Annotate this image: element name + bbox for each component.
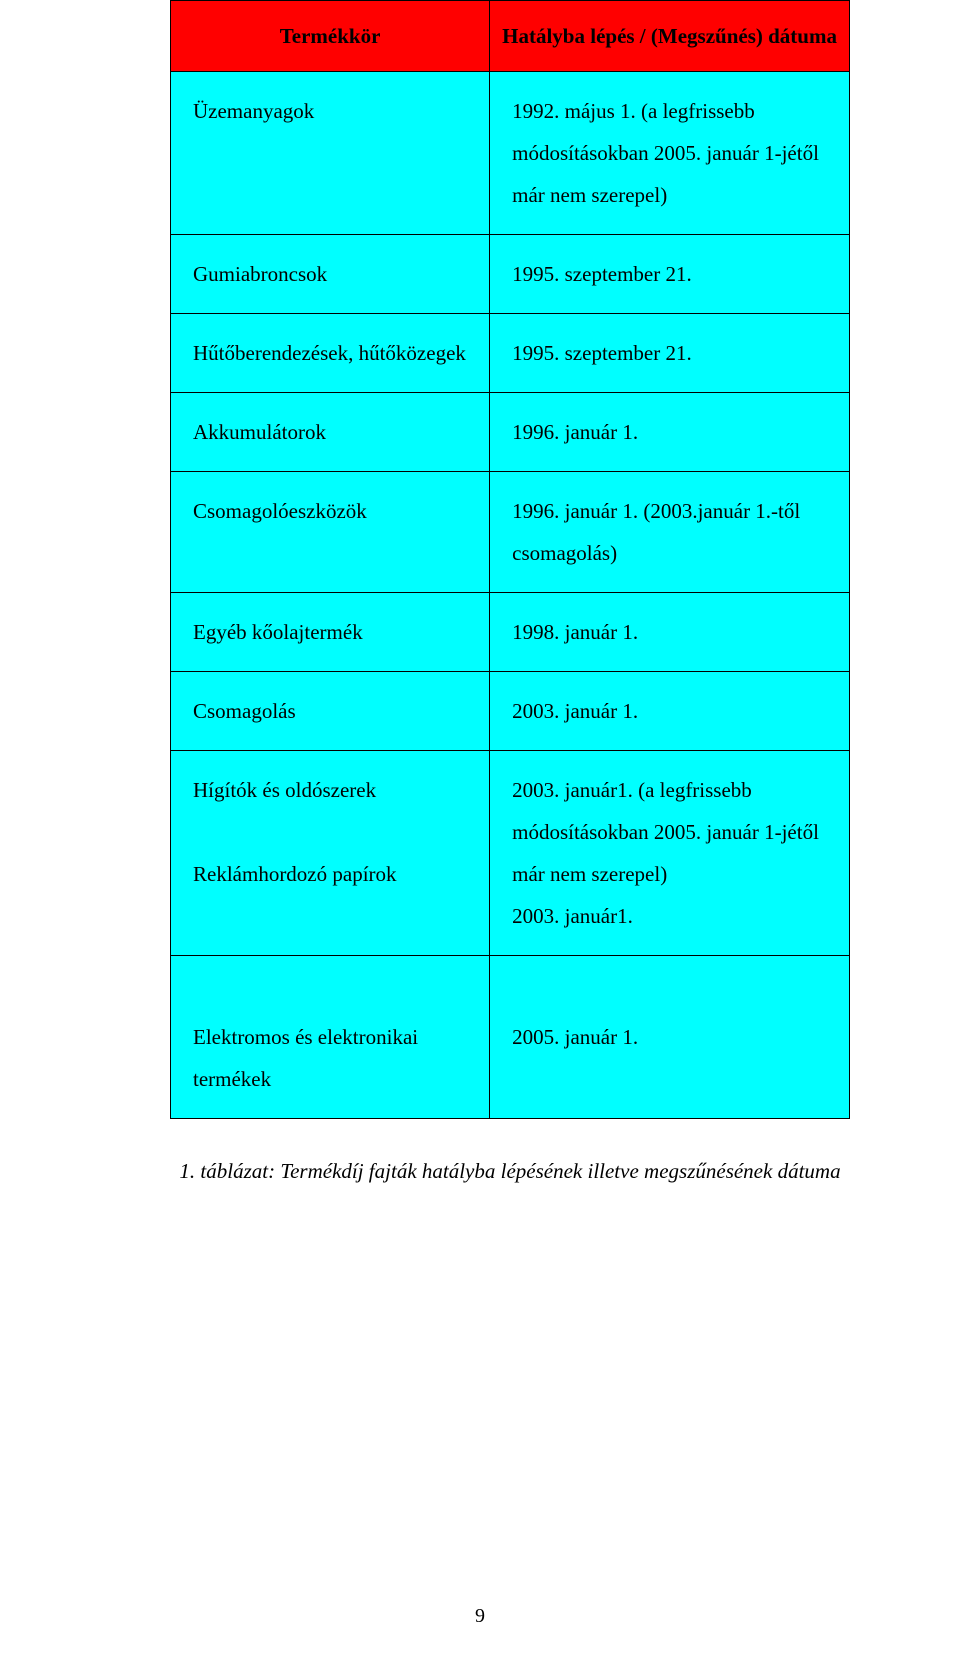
cell-left: Csomagolóeszközök xyxy=(171,472,490,593)
cell-right: 2005. január 1. xyxy=(490,956,850,1119)
table-row: Elektromos és elektronikai termékek 2005… xyxy=(171,956,850,1119)
cell-right: 1995. szeptember 21. xyxy=(490,314,850,393)
document-page: Termékkör Hatályba lépés / (Megszűnés) d… xyxy=(0,0,960,1678)
cell-left: Üzemanyagok xyxy=(171,72,490,235)
page-number: 9 xyxy=(0,1605,960,1628)
cell-right: 1998. január 1. xyxy=(490,593,850,672)
cell-right: 1996. január 1. xyxy=(490,393,850,472)
table-header-row: Termékkör Hatályba lépés / (Megszűnés) d… xyxy=(171,1,850,72)
cell-right: 2003. január1. (a legfrissebb módosításo… xyxy=(490,751,850,956)
table-caption: 1. táblázat: Termékdíj fajták hatályba l… xyxy=(170,1159,850,1184)
cell-left: Hígítók és oldószerek Reklámhordozó papí… xyxy=(171,751,490,956)
cell-right: 1995. szeptember 21. xyxy=(490,235,850,314)
table-row: Gumiabroncsok 1995. szeptember 21. xyxy=(171,235,850,314)
table-row: Csomagolóeszközök 1996. január 1. (2003.… xyxy=(171,472,850,593)
cell-left: Akkumulátorok xyxy=(171,393,490,472)
product-fee-table: Termékkör Hatályba lépés / (Megszűnés) d… xyxy=(170,0,850,1119)
cell-left: Gumiabroncsok xyxy=(171,235,490,314)
cell-right: 1992. május 1. (a legfrissebb módosításo… xyxy=(490,72,850,235)
table-row: Hígítók és oldószerek Reklámhordozó papí… xyxy=(171,751,850,956)
header-left: Termékkör xyxy=(171,1,490,72)
cell-left: Egyéb kőolajtermék xyxy=(171,593,490,672)
table-row: Akkumulátorok 1996. január 1. xyxy=(171,393,850,472)
header-right: Hatályba lépés / (Megszűnés) dátuma xyxy=(490,1,850,72)
cell-left: Csomagolás xyxy=(171,672,490,751)
table-row: Üzemanyagok 1992. május 1. (a legfrisseb… xyxy=(171,72,850,235)
cell-left: Hűtőberendezések, hűtőközegek xyxy=(171,314,490,393)
table-row: Egyéb kőolajtermék 1998. január 1. xyxy=(171,593,850,672)
cell-right: 2003. január 1. xyxy=(490,672,850,751)
cell-left: Elektromos és elektronikai termékek xyxy=(171,956,490,1119)
cell-right: 1996. január 1. (2003.január 1.-től csom… xyxy=(490,472,850,593)
table-row: Csomagolás 2003. január 1. xyxy=(171,672,850,751)
table-row: Hűtőberendezések, hűtőközegek 1995. szep… xyxy=(171,314,850,393)
